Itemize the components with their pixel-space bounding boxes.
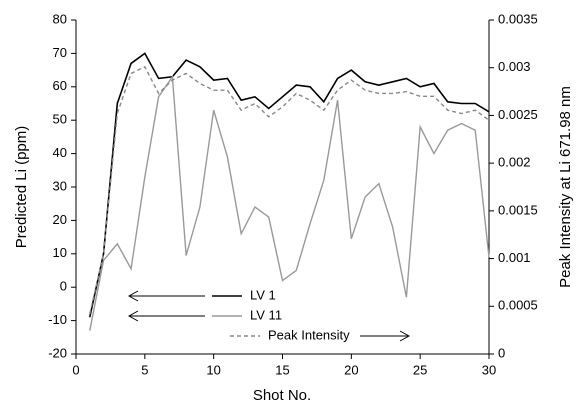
x-tick-label: 30: [482, 362, 496, 377]
y-tick-label: 30: [53, 178, 67, 193]
x-axis-label: Shot No.: [253, 387, 311, 404]
y-tick-label: -10: [48, 312, 67, 327]
y-tick-label: -20: [48, 345, 67, 360]
y-tick-label: 20: [53, 212, 67, 227]
x-tick-label: 25: [413, 362, 427, 377]
y-tick-label: 60: [53, 78, 67, 93]
series-line: [89, 65, 490, 315]
series-line: [88, 52, 490, 318]
legend-label: LV 11: [250, 307, 282, 322]
y2-tick-label: 0.001: [498, 250, 531, 265]
legend-arrows: [127, 290, 411, 342]
x-tick-label: 5: [141, 362, 148, 377]
y2-tick-label: 0: [498, 345, 505, 360]
x-tick-label: 0: [72, 362, 79, 377]
y-tick-label: 80: [53, 11, 67, 26]
y-tick-label: 10: [53, 245, 67, 260]
y2-tick-label: 0.0025: [498, 107, 538, 122]
y2-tick-label: 0.0015: [498, 202, 538, 217]
legend-label: Peak Intensity: [268, 327, 350, 342]
legend-label: LV 1: [250, 287, 276, 302]
y-axis-label: Predicted Li (ppm): [13, 126, 30, 249]
y-tick-label: 40: [53, 145, 67, 160]
y2-tick-label: 0.0035: [498, 11, 538, 26]
y-tick-label: 50: [53, 112, 67, 127]
y2-tick-label: 0.002: [498, 155, 531, 170]
series-line: [89, 74, 490, 331]
y2-tick-label: 0.003: [498, 59, 531, 74]
y2-axis-label: Peak Intensity at Li 671.98 nm: [557, 86, 574, 288]
x-tick-label: 20: [344, 362, 358, 377]
y-tick-label: 70: [53, 45, 67, 60]
y2-tick-label: 0.0005: [498, 298, 538, 313]
x-tick-label: 10: [206, 362, 220, 377]
x-tick-label: 15: [275, 362, 289, 377]
y-tick-label: 0: [60, 279, 67, 294]
